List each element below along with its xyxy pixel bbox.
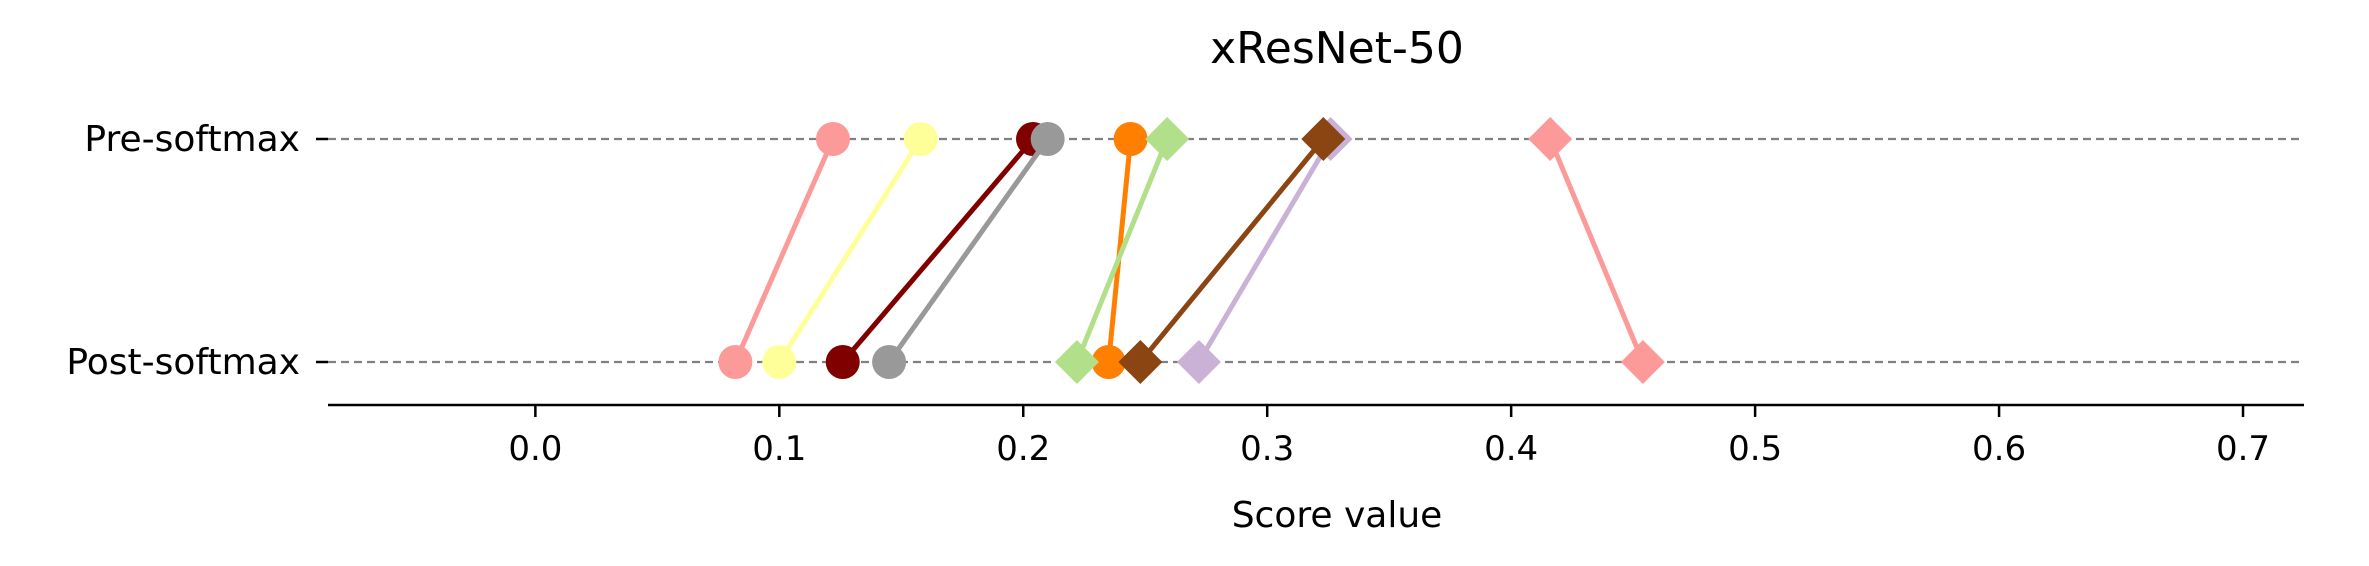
series-line: [777, 137, 923, 364]
x-tick-label: 0.0: [508, 429, 562, 469]
x-tick-label: 0.5: [1728, 429, 1782, 469]
y-axis: Pre-softmax Post-softmax: [66, 119, 328, 383]
series-line: [1074, 138, 1170, 363]
x-tick-label: 0.3: [1240, 429, 1294, 469]
data-point: [815, 122, 850, 156]
x-tick-label: 0.2: [996, 429, 1050, 469]
data-point: [1054, 340, 1099, 384]
chart-title: xResNet-50: [1210, 23, 1464, 74]
x-tick-label: 0.1: [752, 429, 806, 469]
series-line: [887, 137, 1050, 364]
series-pair: [872, 122, 1065, 379]
series-line: [733, 137, 836, 364]
data-point: [872, 345, 907, 379]
series-line: [1196, 137, 1333, 364]
data-point: [1176, 340, 1221, 384]
data-point: [1528, 117, 1573, 161]
category-grid: [328, 137, 2304, 364]
data-point: [762, 345, 797, 379]
data-point: [903, 122, 938, 156]
y-tick-label: Pre-softmax: [84, 119, 300, 160]
data-point: [1030, 122, 1065, 156]
data-point: [1620, 340, 1665, 384]
series-pair: [762, 122, 938, 379]
series-line: [1547, 138, 1646, 363]
data-point: [1301, 117, 1346, 161]
x-tick-label: 0.6: [1972, 429, 2026, 469]
x-axis-label: Score value: [1232, 495, 1443, 536]
series-pair: [1118, 117, 1346, 384]
data-point: [1145, 117, 1190, 161]
data-point: [1091, 345, 1126, 379]
x-ticks: 0.0 0.1 0.2 0.3 0.4 0.5 0.6 0.7: [508, 405, 2270, 469]
series-pair: [1054, 117, 1190, 384]
data-point: [825, 345, 860, 379]
series-group: [718, 117, 1665, 384]
series-pair: [1528, 117, 1665, 384]
data-point: [1113, 122, 1148, 156]
series-pair: [718, 122, 850, 379]
y-tick-label: Post-softmax: [66, 342, 300, 383]
x-tick-label: 0.7: [2216, 429, 2270, 469]
x-tick-label: 0.4: [1484, 429, 1538, 469]
series-line: [1138, 137, 1326, 364]
series-line: [840, 137, 1035, 364]
series-pair: [825, 122, 1051, 379]
data-point: [1118, 340, 1163, 384]
data-point: [718, 345, 753, 379]
